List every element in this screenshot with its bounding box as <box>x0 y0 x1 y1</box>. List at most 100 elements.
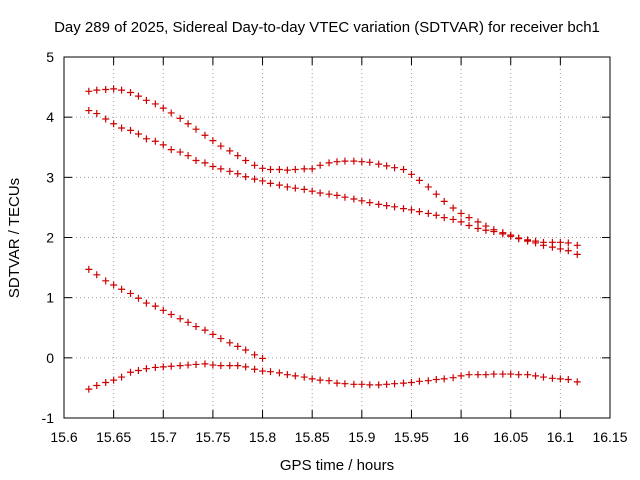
x-tick-label: 15.95 <box>394 429 429 445</box>
x-tick-label: 15.9 <box>348 429 375 445</box>
data-point <box>499 230 507 238</box>
data-point <box>573 250 581 258</box>
data-point <box>556 375 564 383</box>
data-point <box>400 205 408 213</box>
data-point <box>118 86 126 94</box>
data-point <box>110 281 118 289</box>
series-3 <box>85 265 267 362</box>
data-point <box>539 373 547 381</box>
data-point <box>110 376 118 384</box>
data-point <box>167 146 175 154</box>
series-4 <box>85 360 581 393</box>
data-point <box>573 241 581 249</box>
data-point <box>266 166 274 174</box>
y-tick-label: 5 <box>46 49 54 65</box>
data-point <box>564 375 572 383</box>
y-tick-label: 1 <box>46 290 54 306</box>
data-point <box>142 365 150 373</box>
y-tick-label: 2 <box>46 230 54 246</box>
x-tick-label: 15.7 <box>150 429 177 445</box>
data-point <box>465 214 473 222</box>
data-point <box>564 247 572 255</box>
data-points <box>85 85 581 393</box>
y-tick-label: 3 <box>46 169 54 185</box>
data-point <box>234 362 242 370</box>
data-point <box>449 374 457 382</box>
data-point <box>333 379 341 387</box>
data-point <box>134 366 142 374</box>
data-point <box>400 379 408 387</box>
data-point <box>184 361 192 369</box>
data-point <box>432 190 440 198</box>
x-axis-label: GPS time / hours <box>280 457 394 474</box>
data-point <box>259 164 267 172</box>
data-point <box>400 166 408 174</box>
data-point <box>375 160 383 168</box>
data-point <box>316 376 324 384</box>
data-point <box>192 323 200 331</box>
data-point <box>383 162 391 170</box>
data-point <box>275 166 283 174</box>
data-point <box>532 239 540 247</box>
data-point <box>325 377 333 385</box>
data-point <box>110 120 118 128</box>
data-point <box>93 110 101 118</box>
data-point <box>234 152 242 160</box>
data-point <box>499 370 507 378</box>
data-point <box>151 363 159 371</box>
data-point <box>524 371 532 379</box>
data-point <box>440 214 448 222</box>
data-point <box>457 218 465 226</box>
data-point <box>209 361 217 369</box>
data-point <box>283 183 291 191</box>
data-point <box>118 285 126 293</box>
series-1 <box>85 85 581 249</box>
data-point <box>482 371 490 379</box>
data-point <box>85 265 93 273</box>
data-point <box>415 176 423 184</box>
data-point <box>266 179 274 187</box>
data-point <box>366 199 374 207</box>
data-point <box>341 380 349 388</box>
data-point <box>407 379 415 387</box>
data-point <box>350 380 358 388</box>
data-point <box>490 227 498 235</box>
data-point <box>424 377 432 385</box>
data-point <box>300 185 308 193</box>
y-tick-label: -1 <box>42 410 55 426</box>
data-point <box>449 204 457 212</box>
data-point <box>234 170 242 178</box>
x-tick-label: 15.65 <box>96 429 131 445</box>
data-point <box>325 159 333 167</box>
data-point <box>291 372 299 380</box>
data-point <box>134 130 142 138</box>
data-point <box>383 380 391 388</box>
x-tick-label: 16.05 <box>493 429 528 445</box>
x-tick-label: 15.85 <box>295 429 330 445</box>
x-tick-label: 16.1 <box>547 429 574 445</box>
data-point <box>308 375 316 383</box>
data-point <box>226 147 234 155</box>
data-point <box>564 239 572 247</box>
data-point <box>93 382 101 390</box>
data-point <box>283 166 291 174</box>
data-point <box>424 209 432 217</box>
data-point <box>118 373 126 381</box>
data-point <box>134 294 142 302</box>
data-point <box>532 372 540 380</box>
data-point <box>308 187 316 195</box>
y-tick-label: 0 <box>46 350 54 366</box>
data-point <box>226 167 234 175</box>
data-point <box>366 158 374 166</box>
data-point <box>110 85 118 93</box>
data-point <box>242 156 250 164</box>
data-point <box>201 360 209 368</box>
data-point <box>192 360 200 368</box>
data-point <box>465 221 473 229</box>
data-point <box>358 380 366 388</box>
data-point <box>259 354 267 362</box>
data-point <box>251 351 259 359</box>
data-point <box>217 362 225 370</box>
data-point <box>316 161 324 169</box>
